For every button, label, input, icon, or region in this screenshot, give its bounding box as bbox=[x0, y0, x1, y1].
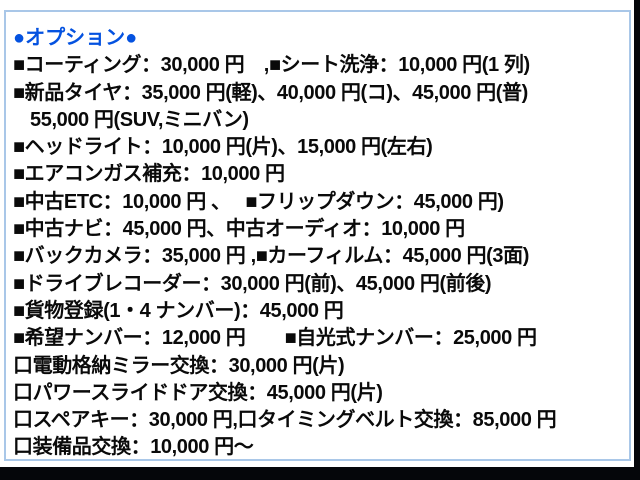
options-panel: ●オプション● ■コーティング：30,000 円 ,■シート洗浄：10,000 … bbox=[4, 10, 631, 461]
option-line-number-plates: ■希望ナンバー：12,000 円 ■自光式ナンバー：25,000 円 bbox=[13, 327, 537, 350]
option-line-new-tires-suv: 55,000 円(SUV,ミニバン) bbox=[30, 108, 249, 131]
options-header: ●オプション● bbox=[13, 27, 138, 49]
option-line-slidedoor-replacement: 口パワースライドドア交換：45,000 円(片) bbox=[13, 381, 383, 404]
option-line-sparekey-timingbelt: 口スペアキー：30,000 円,口タイミングベルト交換：85,000 円 bbox=[13, 409, 557, 432]
option-line-new-tires: ■新品タイヤ：35,000 円(軽)、40,000 円(コ)、45,000 円(… bbox=[13, 81, 528, 104]
option-line-coating-seat-wash: ■コーティング：30,000 円 ,■シート洗浄：10,000 円(1 列) bbox=[13, 54, 530, 77]
option-line-headlight: ■ヘッドライト：10,000 円(片)、15,000 円(左右) bbox=[13, 136, 433, 159]
option-line-driverecorder: ■ドライブレコーダー：30,000 円(前)、45,000 円(前後) bbox=[13, 272, 492, 295]
option-line-backcamera-film: ■バックカメラ：35,000 円 ,■カーフィルム：45,000 円(3面) bbox=[13, 245, 529, 268]
option-line-equipment-replacement: 口装備品交換：10,000 円～ bbox=[13, 436, 254, 459]
option-line-mirror-replacement: 口電動格納ミラー交換：30,000 円(片) bbox=[13, 354, 345, 377]
option-line-etc-flipdown: ■中古ETC：10,000 円 、 ■フリップダウン：45,000 円) bbox=[13, 190, 504, 213]
options-sheet: ●オプション● ■コーティング：30,000 円 ,■シート洗浄：10,000 … bbox=[0, 0, 634, 467]
option-line-aircon-gas: ■エアコンガス補充：10,000 円 bbox=[13, 163, 285, 186]
option-line-cargo-registration: ■貨物登録(1・4 ナンバー)：45,000 円 bbox=[13, 299, 344, 322]
option-line-navi-audio: ■中古ナビ：45,000 円、中古オーディオ：10,000 円 bbox=[13, 218, 465, 241]
